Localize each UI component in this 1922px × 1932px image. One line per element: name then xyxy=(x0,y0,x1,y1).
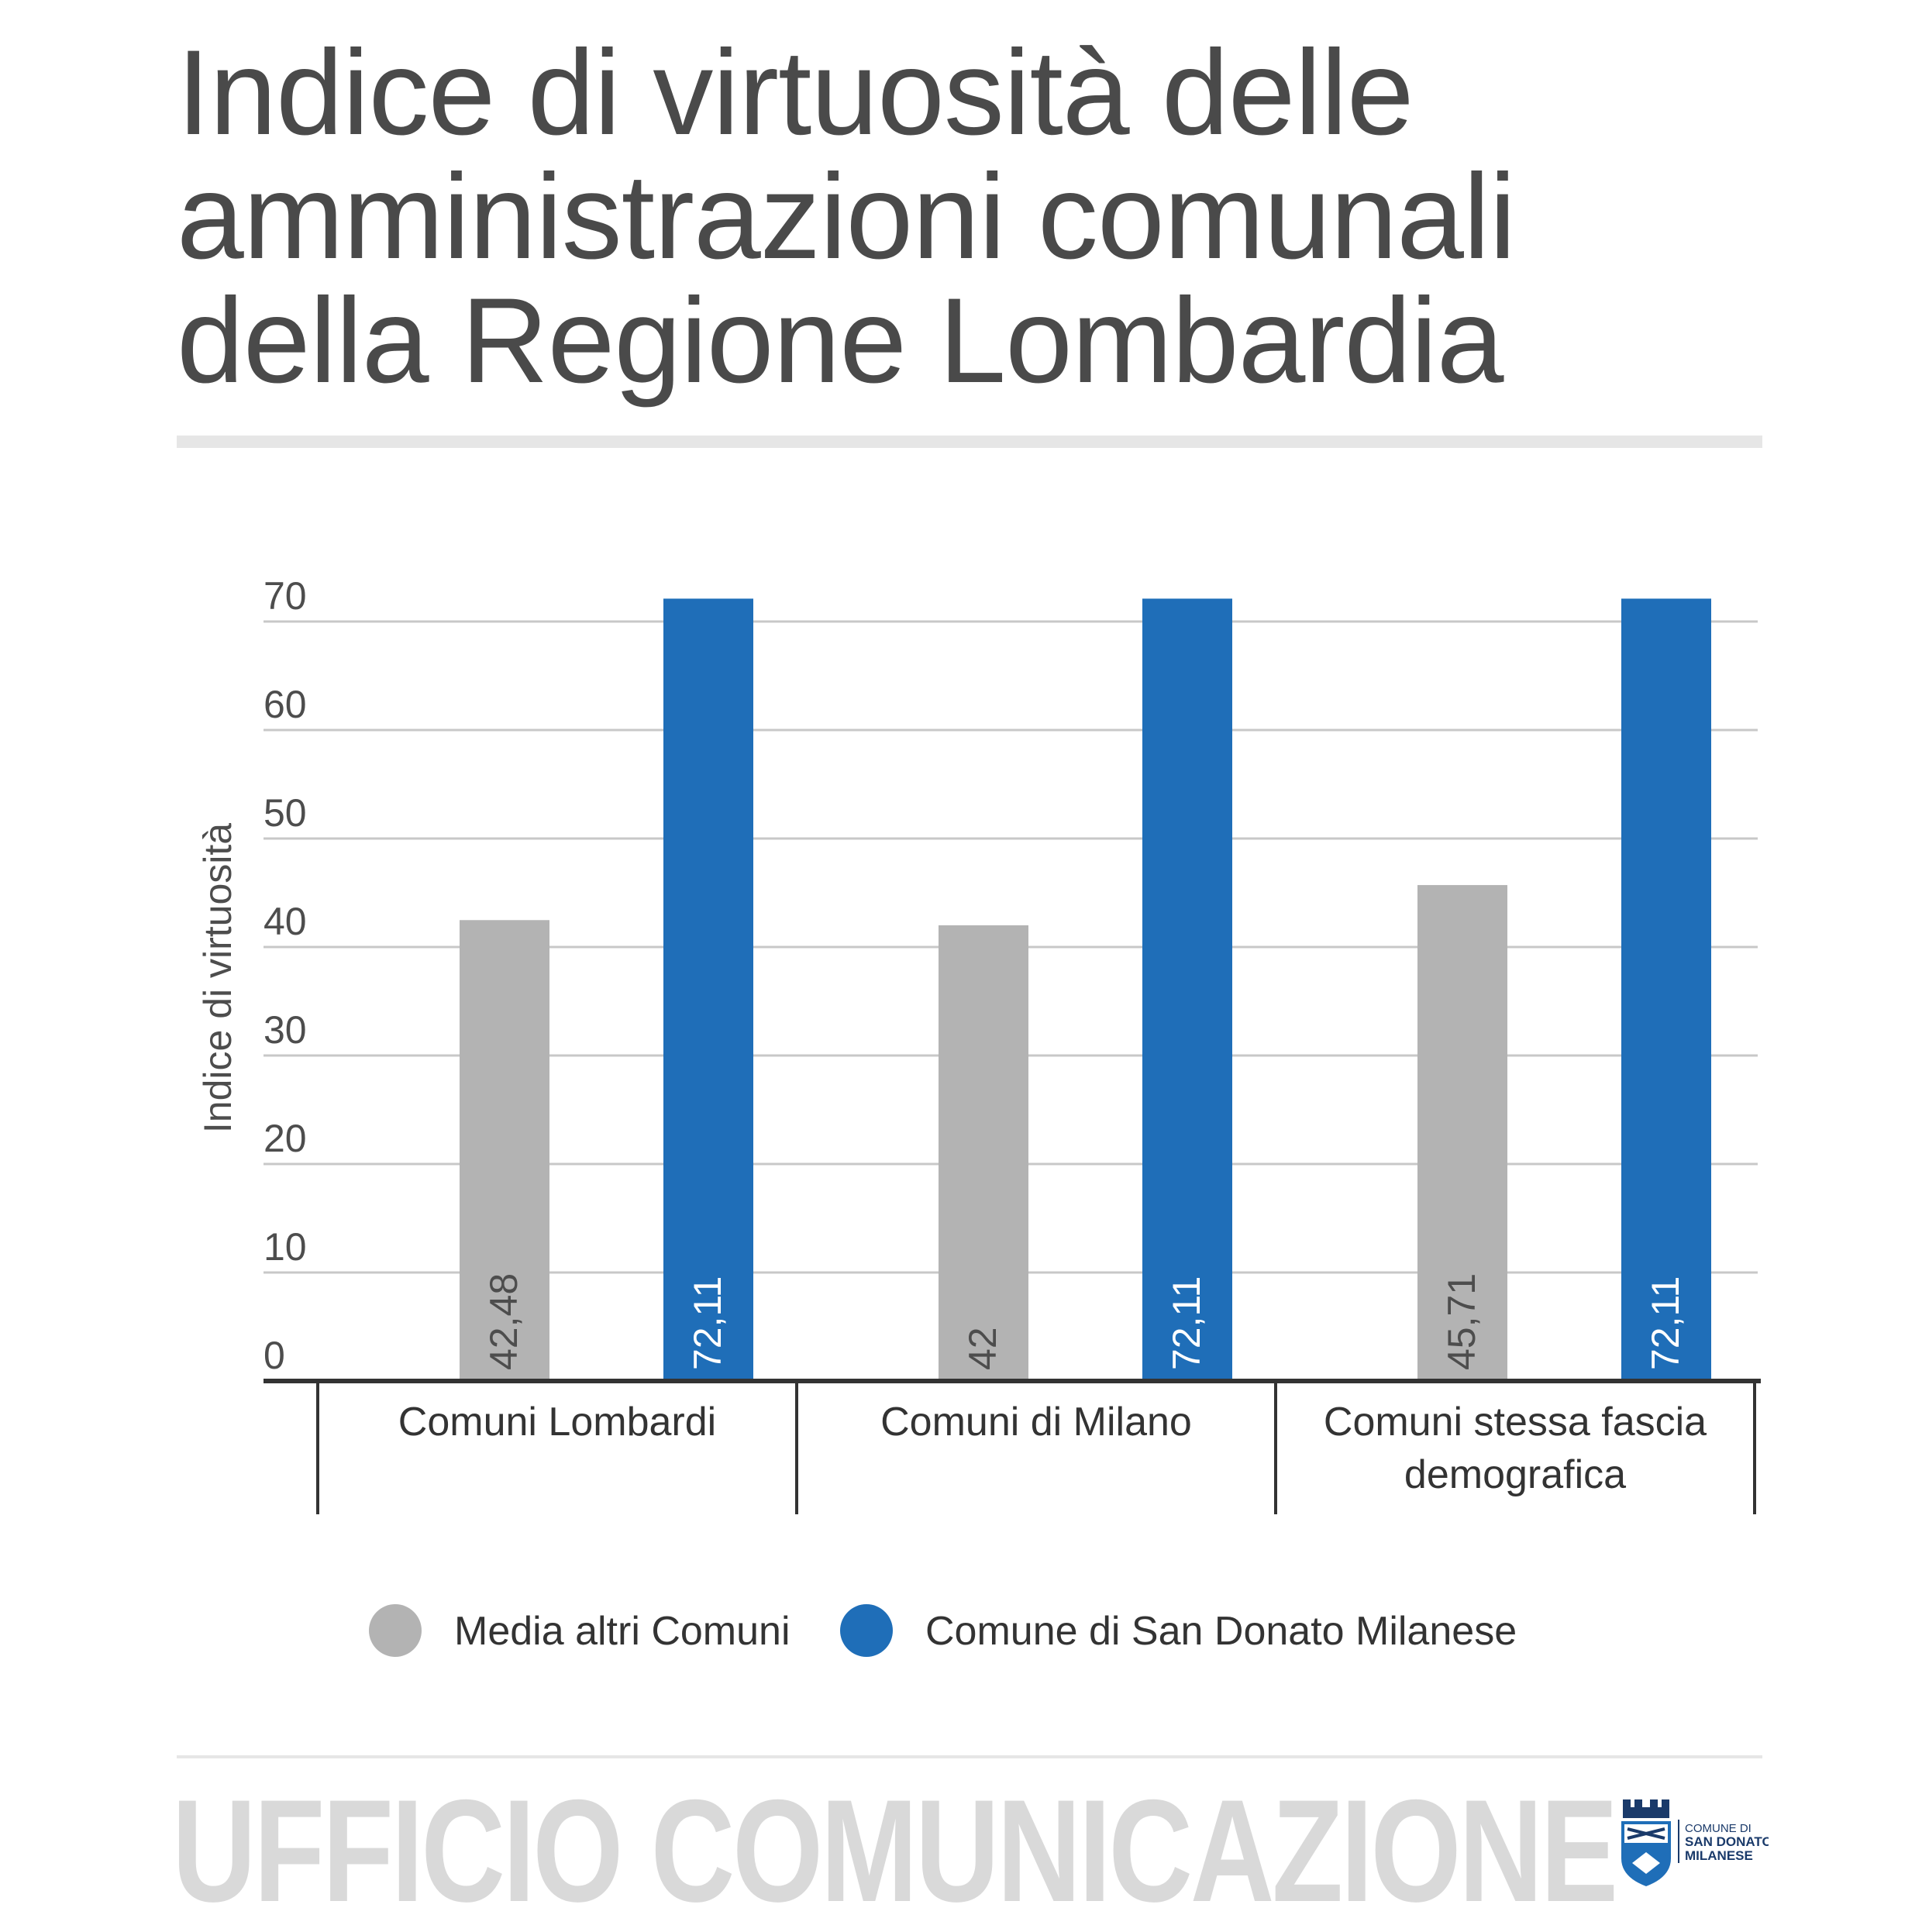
y-tick-label: 10 xyxy=(264,1225,307,1269)
bar-media-1 xyxy=(939,925,1028,1381)
y-tick-label: 40 xyxy=(264,900,307,943)
logo-line-2: SAN DONATO xyxy=(1685,1834,1769,1849)
x-category-label: Comuni stessa fascia xyxy=(1324,1400,1707,1445)
y-tick-label: 50 xyxy=(264,791,307,835)
title-line-1: Indice di virtuosità delle xyxy=(177,26,1414,160)
data-label: 72,11 xyxy=(1165,1276,1208,1370)
x-category-label: Comuni di Milano xyxy=(880,1400,1192,1445)
data-label: 45,71 xyxy=(1440,1273,1483,1370)
footer-divider xyxy=(177,1755,1762,1758)
y-tick-label: 20 xyxy=(264,1117,307,1160)
data-label: 72,11 xyxy=(686,1276,729,1370)
title-divider xyxy=(177,436,1762,448)
x-axis: Comuni Lombardi Comuni di Milano Comuni st… xyxy=(264,1379,1761,1514)
y-axis-label: Indice di virtuosità xyxy=(196,823,239,1133)
y-tick-label: 30 xyxy=(264,1008,307,1052)
data-label: 72,11 xyxy=(1644,1276,1687,1370)
x-category-label: Comuni Lombardi xyxy=(398,1400,716,1445)
y-axis-ticks: 0 10 20 30 40 50 60 70 xyxy=(264,574,307,1377)
bar-media-0 xyxy=(460,920,549,1381)
legend: Media altri Comuni Comune di San Donato M… xyxy=(369,1604,1517,1657)
chart-title: Indice di virtuosità delle amministrazio… xyxy=(177,31,1820,403)
legend-marker-0 xyxy=(369,1604,422,1657)
y-tick-label: 0 xyxy=(264,1334,285,1377)
data-label: 42 xyxy=(961,1327,1004,1370)
bar-san-donato-2 xyxy=(1621,598,1711,1381)
bar-media-2 xyxy=(1417,885,1507,1381)
title-line-2: amministrazioni comunali xyxy=(177,150,1516,284)
title-line-3: della Regione Lombardia xyxy=(177,274,1504,408)
crown-icon xyxy=(1623,1799,1669,1818)
y-tick-label: 60 xyxy=(264,683,307,726)
bars: 42,48 72,11 42 72,11 45,71 72,11 xyxy=(460,598,1711,1381)
x-category-label: demografica xyxy=(1404,1452,1626,1497)
footer-office-name: UFFICIO COMUNICAZIONE xyxy=(172,1769,1618,1932)
logo-line-3: MILANESE xyxy=(1685,1848,1753,1863)
y-tick-label: 70 xyxy=(264,574,307,618)
legend-label-0: Media altri Comuni xyxy=(454,1609,790,1654)
shield-icon xyxy=(1621,1821,1671,1886)
logo-line-1: COMUNE DI xyxy=(1685,1822,1752,1835)
bar-san-donato-0 xyxy=(663,598,753,1381)
bar-san-donato-1 xyxy=(1142,598,1232,1381)
legend-marker-1 xyxy=(840,1604,893,1657)
comune-logo: COMUNE DI SAN DONATO MILANESE xyxy=(1621,1799,1769,1886)
legend-label-1: Comune di San Donato Milanese xyxy=(925,1609,1517,1654)
data-label: 42,48 xyxy=(482,1273,525,1370)
bar-chart: 0 10 20 30 40 50 60 70 Indice di virtuosità 42,… xyxy=(196,574,1761,1657)
